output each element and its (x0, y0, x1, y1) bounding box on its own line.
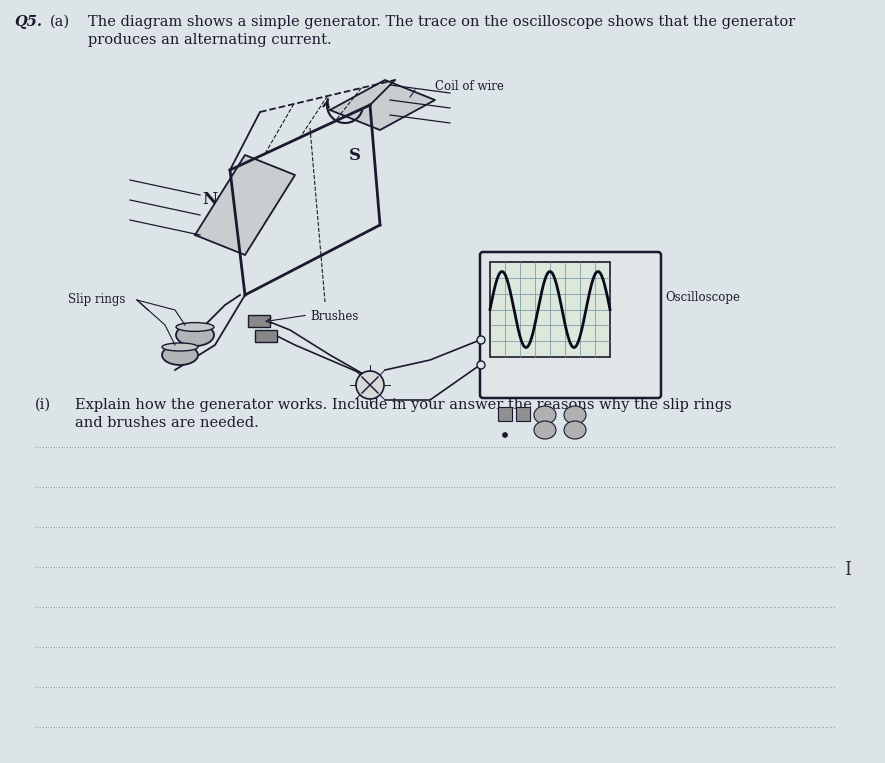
Text: Brushes: Brushes (310, 310, 358, 323)
Ellipse shape (564, 406, 586, 424)
Polygon shape (330, 80, 435, 130)
Ellipse shape (477, 361, 485, 369)
FancyBboxPatch shape (480, 252, 661, 398)
Text: N: N (203, 192, 218, 208)
Text: Oscilloscope: Oscilloscope (665, 291, 740, 304)
Ellipse shape (503, 433, 507, 437)
Ellipse shape (477, 336, 485, 344)
Polygon shape (195, 155, 295, 255)
Bar (255, 330, 277, 342)
Bar (490, 262, 610, 357)
Text: Coil of wire: Coil of wire (435, 80, 504, 93)
Text: (a): (a) (50, 15, 70, 29)
Ellipse shape (564, 421, 586, 439)
Ellipse shape (162, 345, 198, 365)
Text: produces an alternating current.: produces an alternating current. (88, 33, 332, 47)
Bar (248, 315, 270, 327)
Text: The diagram shows a simple generator. The trace on the oscilloscope shows that t: The diagram shows a simple generator. Th… (88, 15, 796, 29)
Bar (498, 407, 512, 421)
Ellipse shape (534, 406, 556, 424)
Ellipse shape (356, 371, 384, 399)
Text: Slip rings: Slip rings (68, 294, 126, 307)
Text: S: S (349, 146, 361, 163)
Text: I: I (844, 561, 851, 579)
Bar (516, 407, 530, 421)
Ellipse shape (162, 343, 198, 351)
Ellipse shape (534, 421, 556, 439)
Text: (i): (i) (35, 398, 51, 412)
Ellipse shape (176, 324, 214, 346)
Text: Explain how the generator works. Include in your answer the reasons why the slip: Explain how the generator works. Include… (75, 398, 732, 412)
Text: Q5.: Q5. (14, 15, 42, 29)
Ellipse shape (176, 323, 214, 331)
Text: and brushes are needed.: and brushes are needed. (75, 416, 258, 430)
